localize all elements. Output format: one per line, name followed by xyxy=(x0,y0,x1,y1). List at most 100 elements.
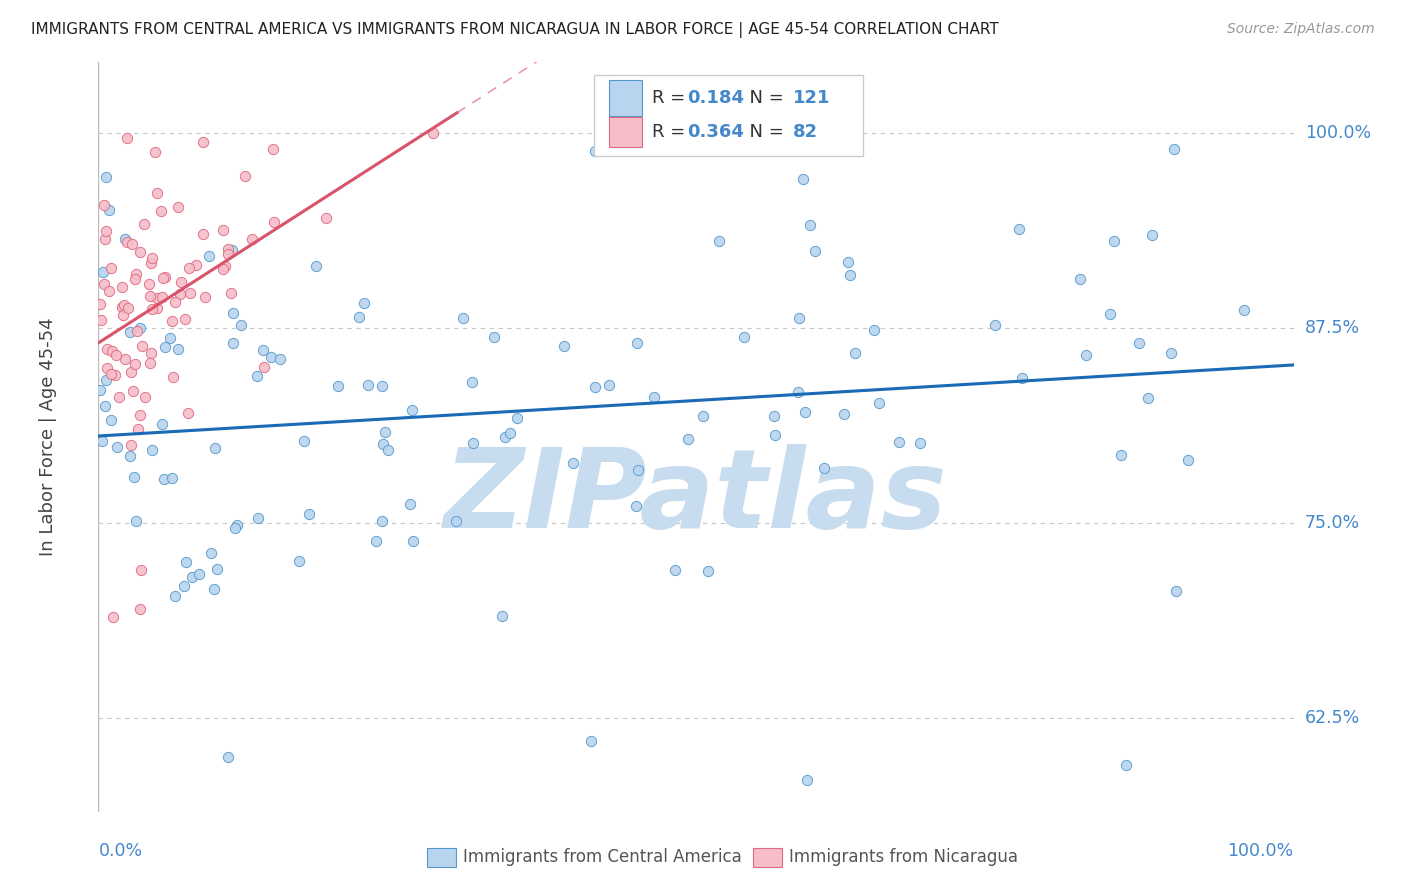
Point xyxy=(762,409,785,424)
Point xyxy=(173,312,195,326)
Point xyxy=(146,301,169,316)
Point xyxy=(94,170,117,185)
Point xyxy=(114,232,136,246)
Point xyxy=(222,335,245,350)
Point xyxy=(96,342,118,356)
Point xyxy=(796,773,818,788)
Point xyxy=(127,422,149,436)
Point xyxy=(217,242,239,256)
Point xyxy=(122,384,145,399)
Text: 0.0%: 0.0% xyxy=(98,842,142,860)
Point xyxy=(260,350,283,364)
Point xyxy=(153,270,176,285)
Point xyxy=(837,255,859,269)
Text: 75.0%: 75.0% xyxy=(1305,514,1360,532)
Point xyxy=(120,326,142,340)
Point xyxy=(114,351,136,366)
Point xyxy=(709,235,731,249)
Point xyxy=(444,514,467,528)
Point xyxy=(813,461,835,475)
Point xyxy=(120,365,142,379)
Point xyxy=(292,434,315,449)
Point xyxy=(186,259,208,273)
Point xyxy=(124,357,146,371)
Point xyxy=(152,271,174,285)
Point xyxy=(125,267,148,281)
Point xyxy=(128,245,150,260)
Text: 0.184: 0.184 xyxy=(688,88,745,107)
Point xyxy=(173,579,195,593)
Point xyxy=(1142,227,1164,242)
Point xyxy=(129,409,152,423)
Point xyxy=(561,456,583,470)
Point xyxy=(305,260,328,274)
Point xyxy=(214,259,236,273)
Point xyxy=(763,428,786,442)
Point xyxy=(138,277,160,292)
Point xyxy=(111,280,134,294)
Point xyxy=(326,379,349,393)
Point xyxy=(252,343,274,357)
Point xyxy=(494,430,516,444)
Point xyxy=(150,290,173,304)
Point xyxy=(1109,448,1132,462)
Point xyxy=(422,126,444,140)
Point xyxy=(104,368,127,382)
Point xyxy=(1115,757,1137,772)
Point xyxy=(174,555,197,569)
Point xyxy=(315,211,337,226)
Point xyxy=(93,198,115,212)
Point xyxy=(94,232,117,246)
Text: In Labor Force | Age 45-54: In Labor Force | Age 45-54 xyxy=(39,318,58,557)
Point xyxy=(89,297,111,311)
Text: ZIPatlas: ZIPatlas xyxy=(444,443,948,550)
Point xyxy=(111,300,134,314)
Point xyxy=(371,436,394,450)
FancyBboxPatch shape xyxy=(427,847,456,867)
Point xyxy=(794,405,817,419)
Point xyxy=(96,360,118,375)
Point xyxy=(371,379,394,393)
Point xyxy=(143,145,166,160)
Point xyxy=(624,500,647,514)
FancyBboxPatch shape xyxy=(754,847,782,867)
Text: 0.364: 0.364 xyxy=(688,123,745,141)
Point xyxy=(222,305,245,319)
Point xyxy=(263,215,285,229)
Point xyxy=(838,268,860,283)
Point xyxy=(377,442,399,457)
Point xyxy=(844,346,866,360)
Point xyxy=(166,200,188,214)
Point xyxy=(1128,336,1150,351)
Text: R =: R = xyxy=(652,123,690,141)
Point xyxy=(162,369,184,384)
Point xyxy=(733,330,755,344)
Point xyxy=(115,235,138,249)
Text: N =: N = xyxy=(738,88,789,107)
FancyBboxPatch shape xyxy=(595,75,863,156)
Point xyxy=(1163,142,1185,156)
Point xyxy=(117,131,139,145)
Point xyxy=(125,324,148,338)
Text: IMMIGRANTS FROM CENTRAL AMERICA VS IMMIGRANTS FROM NICARAGUA IN LABOR FORCE | AG: IMMIGRANTS FROM CENTRAL AMERICA VS IMMIG… xyxy=(31,22,998,38)
Point xyxy=(101,609,124,624)
Point xyxy=(177,406,200,420)
Point xyxy=(451,311,474,326)
Text: R =: R = xyxy=(652,88,690,107)
Point xyxy=(374,425,396,439)
Text: 121: 121 xyxy=(793,88,831,107)
Point xyxy=(226,517,249,532)
Text: 100.0%: 100.0% xyxy=(1227,842,1294,860)
Point xyxy=(269,352,291,367)
Point xyxy=(200,546,222,560)
Point xyxy=(93,399,115,413)
Text: 82: 82 xyxy=(793,123,818,141)
Point xyxy=(262,142,284,156)
Point xyxy=(402,534,425,549)
Point xyxy=(160,313,183,327)
Point xyxy=(212,262,235,277)
Point xyxy=(491,609,513,624)
Point xyxy=(499,425,522,440)
Point xyxy=(141,251,163,265)
Point xyxy=(553,339,575,353)
